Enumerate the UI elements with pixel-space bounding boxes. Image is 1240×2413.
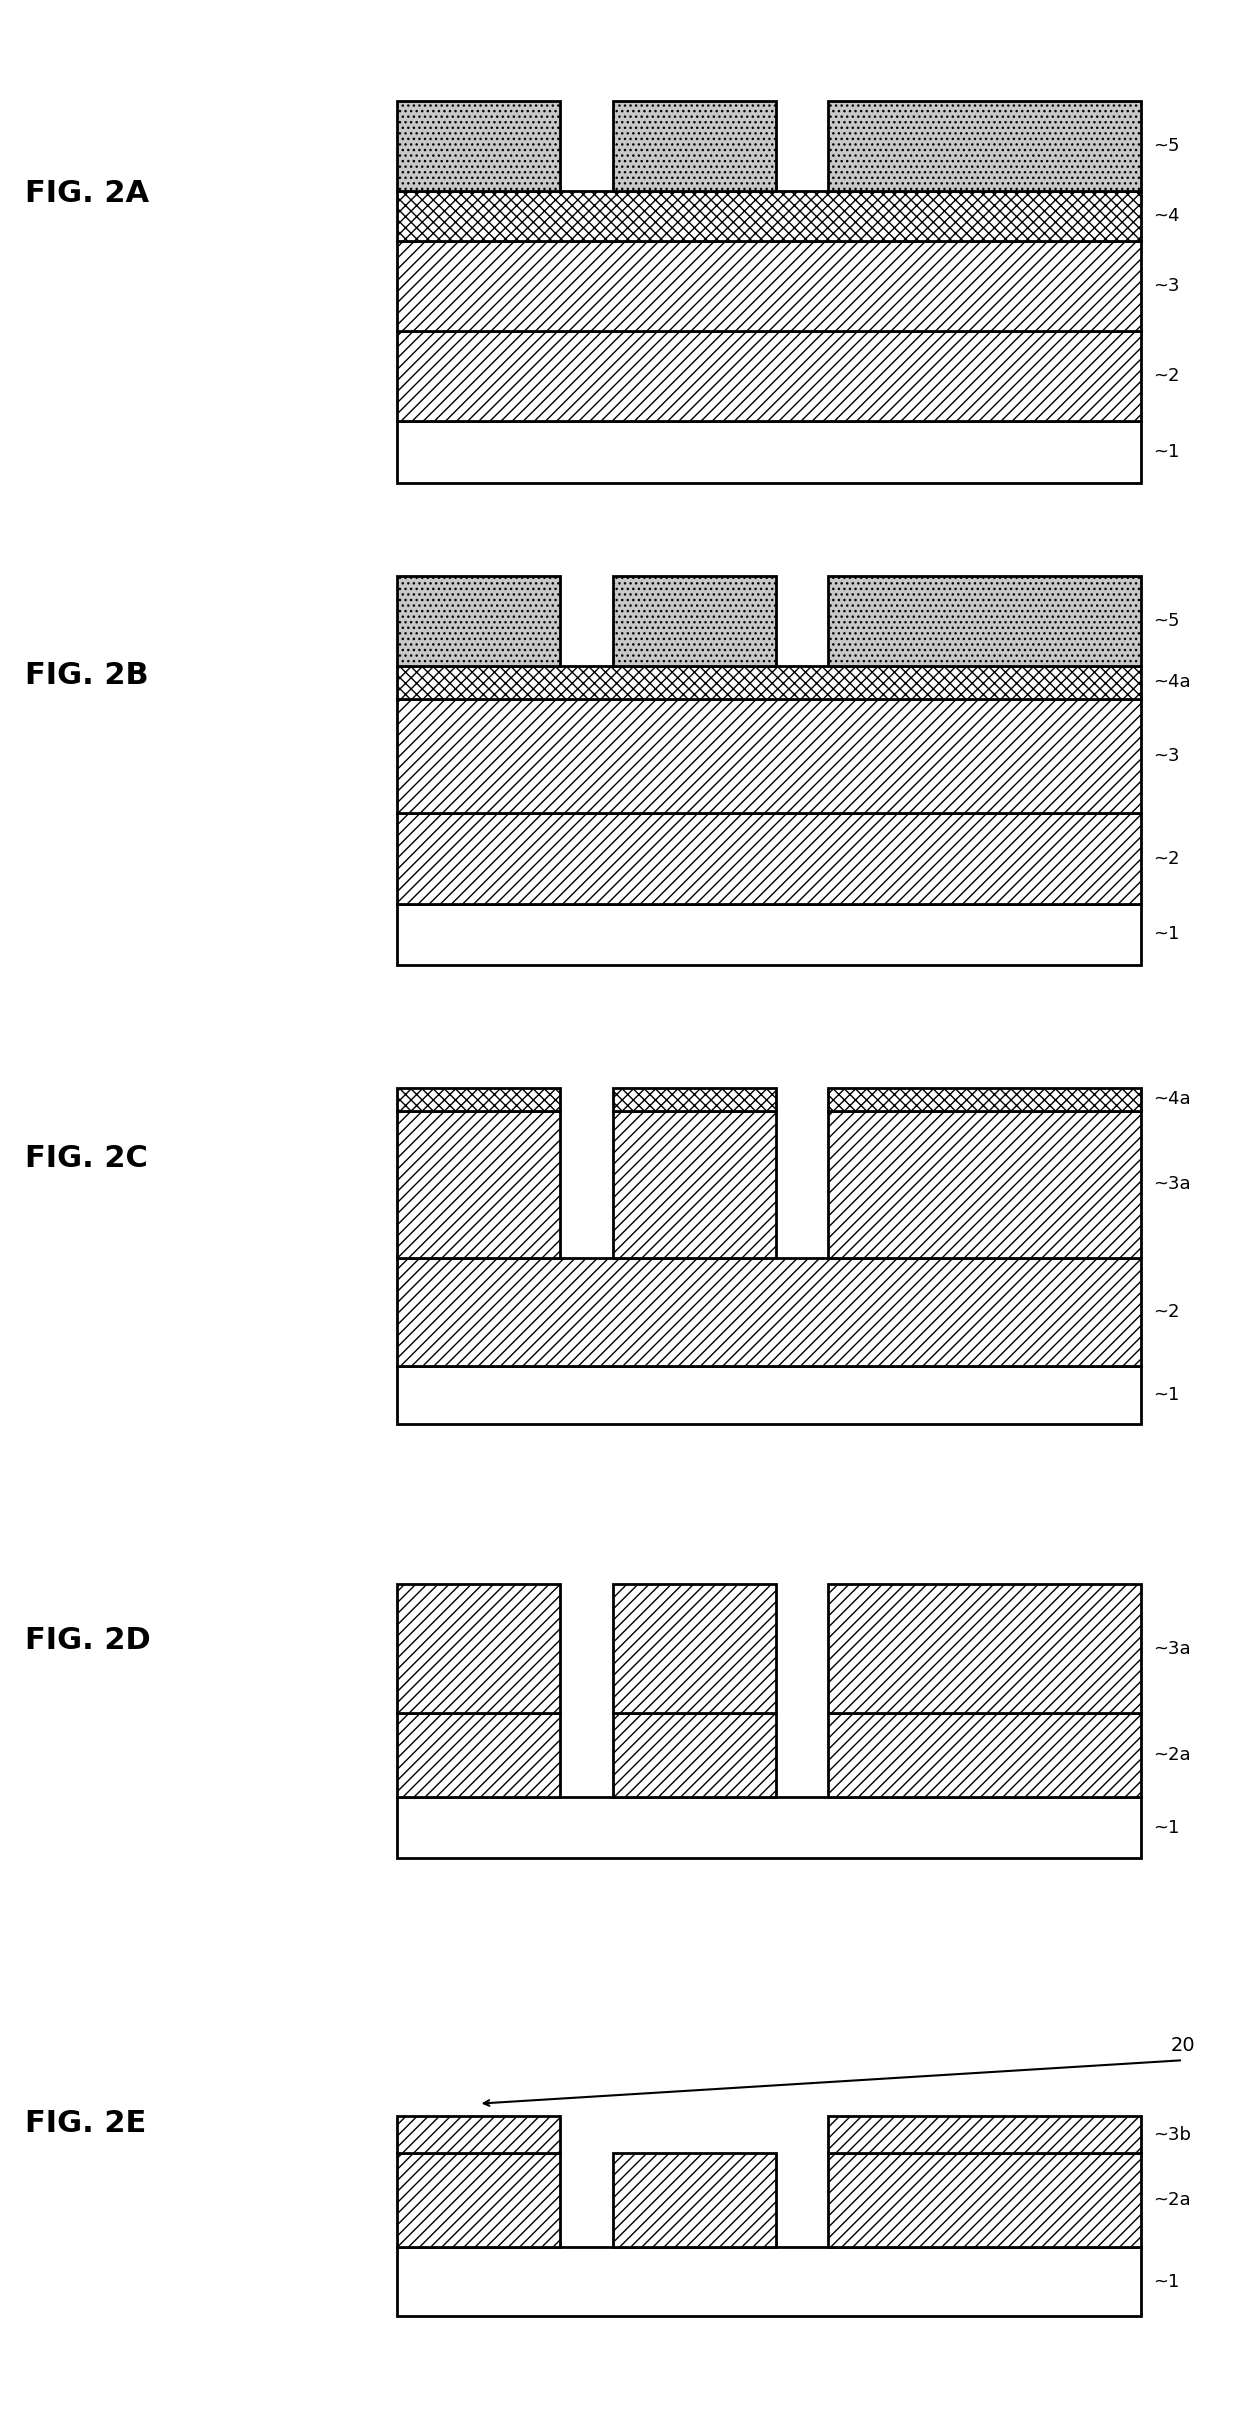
Bar — [613, 1713, 776, 1798]
Bar — [397, 241, 1141, 331]
Bar — [397, 331, 1141, 422]
Text: FIG. 2B: FIG. 2B — [25, 661, 149, 690]
Text: ~3a: ~3a — [1153, 1175, 1190, 1194]
Bar — [828, 577, 1141, 666]
Bar — [397, 700, 1141, 813]
Text: ~2: ~2 — [1153, 367, 1179, 386]
Bar — [613, 1110, 776, 1257]
Text: ~1: ~1 — [1153, 2273, 1179, 2290]
Bar — [397, 191, 1141, 241]
Text: 20: 20 — [1171, 2037, 1195, 2056]
Bar — [397, 1088, 560, 1110]
Bar — [828, 1713, 1141, 1798]
Bar — [397, 1713, 560, 1798]
Bar — [397, 1366, 1141, 1424]
Bar — [397, 422, 1141, 483]
Text: ~1: ~1 — [1153, 927, 1179, 943]
Text: FIG. 2A: FIG. 2A — [25, 179, 149, 208]
Text: ~1: ~1 — [1153, 1385, 1179, 1404]
Bar — [613, 577, 776, 666]
Text: ~2a: ~2a — [1153, 2191, 1190, 2210]
Bar — [397, 1257, 1141, 1366]
Bar — [613, 2152, 776, 2247]
Bar — [397, 1798, 1141, 1858]
Text: ~3a: ~3a — [1153, 1638, 1190, 1658]
Bar — [397, 2116, 560, 2152]
Bar — [397, 1585, 560, 1713]
Text: ~3: ~3 — [1153, 748, 1179, 765]
Text: FIG. 2C: FIG. 2C — [25, 1144, 148, 1173]
Text: ~4a: ~4a — [1153, 673, 1190, 690]
Text: ~2: ~2 — [1153, 1303, 1179, 1320]
Bar — [828, 1585, 1141, 1713]
Text: ~1: ~1 — [1153, 444, 1179, 461]
Text: ~1: ~1 — [1153, 1819, 1179, 1836]
Bar — [397, 2152, 560, 2247]
Text: ~3: ~3 — [1153, 277, 1179, 294]
Bar — [613, 1088, 776, 1110]
Bar — [828, 101, 1141, 191]
Bar — [828, 1088, 1141, 1110]
Bar — [397, 813, 1141, 905]
Text: ~5: ~5 — [1153, 610, 1179, 630]
Bar — [613, 101, 776, 191]
Text: ~4a: ~4a — [1153, 1091, 1190, 1108]
Text: ~2: ~2 — [1153, 849, 1179, 869]
Bar — [397, 101, 560, 191]
Bar — [828, 2152, 1141, 2247]
Text: ~2a: ~2a — [1153, 1747, 1190, 1764]
Bar — [828, 1110, 1141, 1257]
Text: ~4: ~4 — [1153, 208, 1179, 224]
Bar — [397, 577, 560, 666]
Text: FIG. 2E: FIG. 2E — [25, 2109, 146, 2138]
Bar — [613, 1585, 776, 1713]
Text: ~5: ~5 — [1153, 138, 1179, 154]
Bar — [397, 1110, 560, 1257]
Bar — [397, 2247, 1141, 2316]
Bar — [828, 2116, 1141, 2152]
Bar — [397, 905, 1141, 965]
Bar — [397, 666, 1141, 700]
Text: ~3b: ~3b — [1153, 2126, 1192, 2143]
Text: FIG. 2D: FIG. 2D — [25, 1626, 150, 1655]
